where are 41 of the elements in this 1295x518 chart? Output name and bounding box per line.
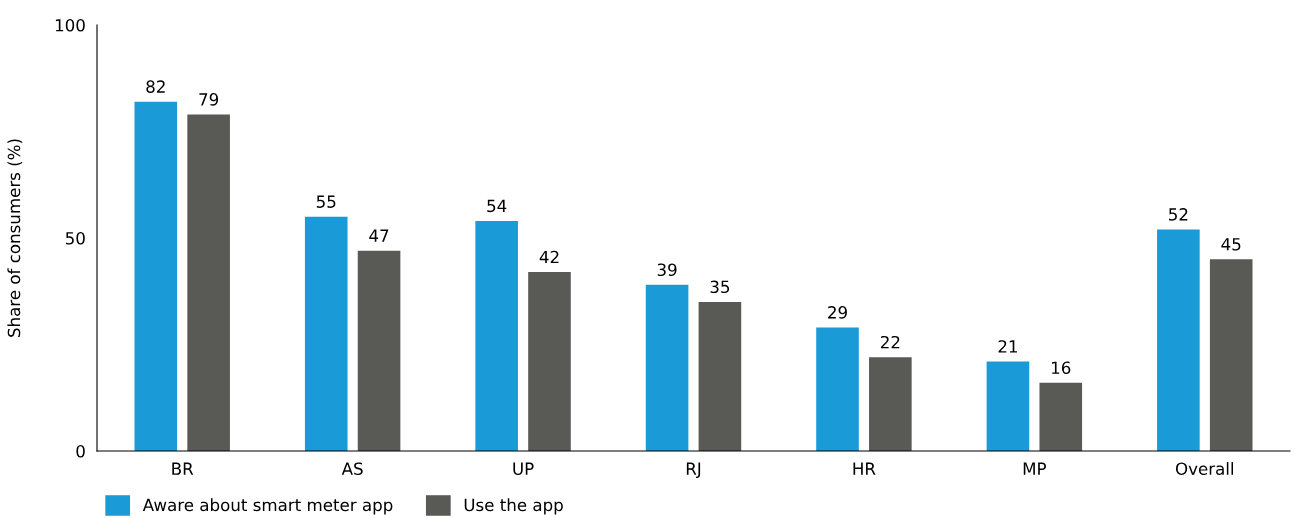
- data-label: 42: [539, 250, 559, 264]
- bar: [187, 114, 230, 451]
- bar: [645, 284, 689, 451]
- data-label: 22: [880, 335, 900, 349]
- bar: [1209, 259, 1253, 451]
- data-label: 35: [710, 280, 730, 294]
- data-label: 29: [828, 306, 847, 319]
- bar: [357, 250, 401, 451]
- legend-label: Aware about smart meter app: [142, 498, 393, 515]
- data-label: 21: [998, 340, 1018, 353]
- bar: [816, 327, 859, 451]
- bar: [475, 220, 518, 451]
- bar: [698, 301, 742, 451]
- y-tick-label: 0: [76, 444, 85, 458]
- bar: [869, 357, 912, 451]
- data-label: 55: [316, 195, 336, 208]
- y-axis-title: Share of consumers (%): [7, 139, 23, 337]
- legend-label: Use the app: [464, 498, 563, 515]
- x-tick-label: RJ: [686, 462, 701, 479]
- data-label: 52: [1169, 208, 1188, 221]
- bar: [134, 101, 178, 451]
- data-label: 39: [657, 263, 677, 277]
- y-tick-label: 50: [65, 231, 85, 245]
- data-label: 54: [487, 199, 507, 213]
- y-tick-label: 100: [55, 18, 85, 32]
- bar: [304, 216, 348, 451]
- data-label: 47: [369, 229, 389, 242]
- data-label: 79: [199, 93, 219, 106]
- x-tick-label: UP: [513, 462, 534, 476]
- x-tick-label: AS: [341, 462, 363, 476]
- x-tick-label: BR: [172, 462, 194, 475]
- bar: [528, 272, 571, 451]
- bar: [1039, 382, 1083, 451]
- data-label: 82: [146, 80, 165, 93]
- x-tick-label: MP: [1023, 462, 1046, 475]
- bar: [986, 361, 1030, 451]
- data-label: 16: [1052, 361, 1071, 375]
- x-tick-label: Overall: [1175, 462, 1233, 476]
- bar: [1157, 229, 1200, 451]
- data-label: 45: [1221, 238, 1241, 251]
- x-tick-label: HR: [853, 462, 876, 475]
